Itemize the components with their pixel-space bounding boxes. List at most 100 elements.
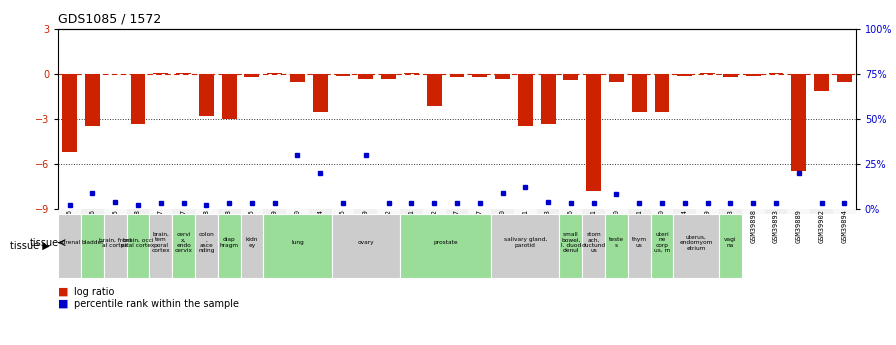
Text: teste
s: teste s (609, 237, 624, 248)
Bar (309, 209, 332, 214)
Bar (810, 209, 833, 214)
Text: uterus,
endomyom
etrium: uterus, endomyom etrium (679, 235, 713, 250)
Text: brain,
tem
poral
cortex: brain, tem poral cortex (151, 232, 170, 253)
Bar (267, 73, 282, 74)
Text: thym
us: thym us (632, 237, 647, 248)
Bar (332, 214, 400, 278)
Text: GSM39906: GSM39906 (90, 209, 95, 243)
Text: GSM39910: GSM39910 (500, 209, 505, 243)
Text: prostate: prostate (434, 240, 458, 245)
Bar (469, 209, 491, 214)
Bar (58, 209, 81, 214)
Bar (131, 74, 145, 124)
Bar (150, 214, 172, 278)
Text: cervi
x,
endo
cervix: cervi x, endo cervix (175, 232, 193, 253)
Bar (195, 214, 218, 278)
Text: GSM39894: GSM39894 (841, 209, 848, 243)
Bar (605, 209, 628, 214)
Text: ovary: ovary (358, 240, 375, 245)
Bar (559, 214, 582, 278)
Text: GSM39917: GSM39917 (477, 209, 483, 243)
Bar (745, 74, 761, 76)
Bar (696, 209, 719, 214)
Bar (58, 214, 81, 278)
Text: ■: ■ (58, 287, 69, 296)
Bar (263, 209, 286, 214)
Bar (559, 209, 582, 214)
Bar (332, 209, 355, 214)
Bar (85, 74, 99, 127)
Bar (628, 209, 650, 214)
Bar (62, 74, 77, 152)
Bar (764, 209, 788, 214)
Text: GSM39912: GSM39912 (385, 209, 392, 243)
Text: GSM39915: GSM39915 (340, 209, 346, 243)
Bar (104, 214, 126, 278)
Bar (404, 73, 418, 74)
Text: GSM39887: GSM39887 (158, 209, 164, 243)
Text: stom
ach,
ductund
us: stom ach, ductund us (582, 232, 606, 253)
Text: GSM39921: GSM39921 (409, 209, 414, 243)
Bar (769, 73, 783, 74)
Text: GSM39892: GSM39892 (431, 209, 437, 243)
Bar (218, 214, 240, 278)
Bar (150, 209, 172, 214)
Bar (586, 74, 601, 191)
Text: GSM39897: GSM39897 (454, 209, 460, 243)
Text: GSM39900: GSM39900 (614, 209, 619, 243)
Bar (400, 209, 423, 214)
Text: ■: ■ (58, 299, 69, 308)
Text: lung: lung (291, 240, 304, 245)
Bar (582, 214, 605, 278)
Bar (126, 214, 150, 278)
Bar (263, 214, 332, 278)
Bar (177, 73, 191, 74)
Bar (719, 214, 742, 278)
Bar (723, 74, 737, 77)
Text: salivary gland,
parotid: salivary gland, parotid (504, 237, 547, 248)
Bar (240, 209, 263, 214)
Bar (472, 74, 487, 77)
Text: GSM39904: GSM39904 (317, 209, 323, 243)
Text: GSM39914: GSM39914 (682, 209, 688, 243)
Bar (172, 209, 195, 214)
Bar (81, 214, 104, 278)
Text: tissue ▶: tissue ▶ (10, 241, 49, 251)
Bar (833, 209, 856, 214)
Bar (518, 74, 533, 127)
Bar (445, 209, 469, 214)
Bar (655, 74, 669, 111)
Text: diap
hragm: diap hragm (220, 237, 238, 248)
Bar (650, 214, 674, 278)
Bar (313, 74, 328, 111)
Bar (788, 209, 810, 214)
Text: GSM39905: GSM39905 (249, 209, 254, 243)
Text: GSM39916: GSM39916 (568, 209, 573, 243)
Text: GDS1085 / 1572: GDS1085 / 1572 (58, 13, 161, 26)
Text: GSM39902: GSM39902 (819, 209, 824, 243)
Bar (218, 209, 240, 214)
Text: GSM39913: GSM39913 (545, 209, 551, 243)
Bar (609, 74, 624, 82)
Text: GSM39909: GSM39909 (363, 209, 369, 243)
Text: uteri
ne
corp
us, m: uteri ne corp us, m (654, 232, 670, 253)
Text: GSM39919: GSM39919 (271, 209, 278, 243)
Bar (358, 74, 374, 79)
Text: GSM39889: GSM39889 (796, 209, 802, 243)
Text: tissue: tissue (30, 238, 59, 248)
Bar (540, 74, 556, 124)
Bar (199, 74, 214, 116)
Bar (632, 74, 647, 111)
Bar (700, 73, 715, 74)
Text: GSM39896: GSM39896 (66, 209, 73, 243)
Bar (742, 209, 764, 214)
Bar (355, 209, 377, 214)
Bar (286, 209, 309, 214)
Text: GSM39898: GSM39898 (750, 209, 756, 243)
Bar (674, 209, 696, 214)
Text: GSM39899: GSM39899 (704, 209, 711, 243)
Bar (491, 214, 559, 278)
Bar (495, 74, 510, 79)
Bar (650, 209, 674, 214)
Bar (245, 74, 259, 77)
